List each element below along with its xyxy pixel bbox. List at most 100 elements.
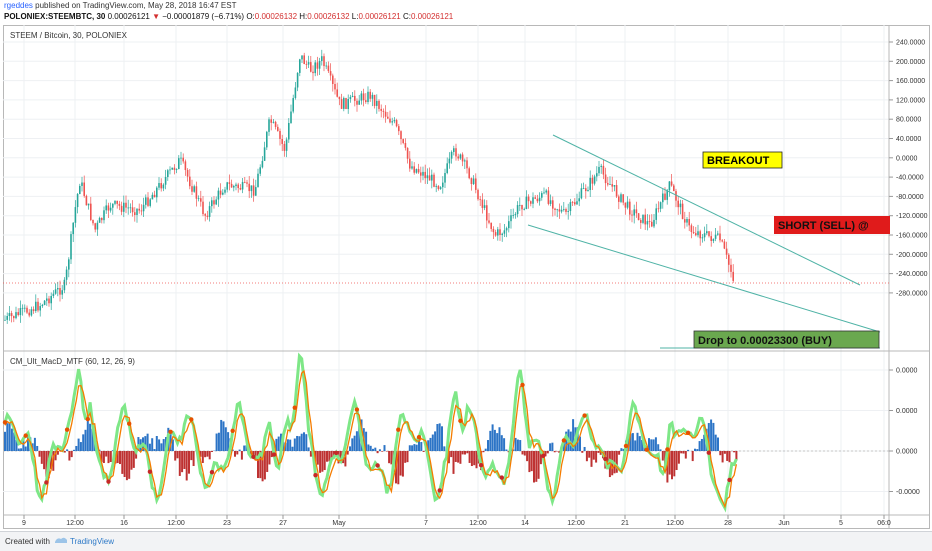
- candle-body: [92, 220, 94, 223]
- candle-body: [143, 205, 145, 211]
- histogram-bar: [434, 431, 436, 451]
- candle-body: [90, 204, 92, 220]
- histogram-bar: [492, 424, 494, 451]
- time-tick: 14: [521, 520, 529, 527]
- histogram-bar: [482, 451, 484, 452]
- candle-body: [312, 72, 314, 73]
- histogram-bar: [455, 451, 457, 462]
- candle-body: [622, 194, 624, 202]
- cross-dot: [438, 488, 442, 492]
- histogram-bar: [381, 451, 383, 452]
- cross-dot: [479, 463, 483, 467]
- candle-body: [440, 187, 442, 189]
- histogram-bar: [724, 451, 726, 454]
- candle-body: [105, 205, 107, 210]
- histogram-bar: [650, 439, 652, 451]
- histogram-bar: [464, 451, 466, 454]
- histogram-bar: [75, 446, 77, 451]
- candle-body: [290, 112, 292, 123]
- histogram-bar: [432, 435, 434, 451]
- candle-body: [493, 229, 495, 232]
- candle-body: [603, 166, 605, 175]
- candle-body: [559, 209, 561, 211]
- candle-body: [508, 221, 510, 228]
- candle-body: [523, 209, 525, 210]
- candle-body: [660, 202, 662, 209]
- candle-body: [180, 158, 182, 159]
- histogram-bar: [473, 451, 475, 465]
- candle-body: [376, 101, 378, 106]
- time-tick: 9: [22, 520, 26, 527]
- candle-body: [57, 288, 59, 289]
- candle-body: [442, 183, 444, 188]
- histogram-bar: [469, 451, 471, 463]
- histogram-bar: [657, 444, 659, 451]
- candle-body: [9, 313, 11, 316]
- histogram-bar: [204, 451, 206, 457]
- candle-body: [218, 191, 220, 200]
- candle-body: [354, 96, 356, 101]
- candle-body: [587, 190, 589, 191]
- tradingview-brand-link[interactable]: TradingView: [70, 537, 114, 546]
- candle-body: [22, 308, 24, 309]
- histogram-bar: [489, 431, 491, 451]
- candle-body: [528, 197, 530, 202]
- candle-body: [576, 201, 578, 204]
- histogram-bar: [160, 443, 162, 451]
- candle-body: [402, 139, 404, 143]
- candle-body: [534, 197, 536, 198]
- candle-body: [145, 197, 147, 204]
- candle-body: [596, 173, 598, 176]
- candle-body: [717, 234, 719, 235]
- candle-body: [358, 101, 360, 105]
- candle-body: [141, 211, 143, 212]
- histogram-bar: [494, 430, 496, 451]
- histogram-bar: [588, 451, 590, 458]
- candle-body: [134, 212, 136, 215]
- candle-body: [541, 193, 543, 198]
- candle-body: [625, 203, 627, 208]
- histogram-bar: [584, 447, 586, 451]
- candle-body: [66, 270, 68, 280]
- candle-body: [464, 160, 466, 161]
- candle-body: [666, 190, 668, 200]
- histogram-bar: [190, 451, 192, 460]
- histogram-bar: [193, 451, 195, 466]
- price-tick: -160.0000: [896, 233, 928, 240]
- candle-body: [609, 184, 611, 185]
- candle-body: [550, 200, 552, 204]
- candle-body: [446, 163, 448, 173]
- histogram-bar: [105, 451, 107, 457]
- candle-body: [281, 139, 283, 144]
- histogram-bar: [108, 451, 110, 463]
- histogram-bar: [103, 451, 105, 463]
- histogram-bar: [726, 451, 728, 461]
- time-tick: 12:00: [66, 520, 84, 527]
- histogram-bar: [554, 451, 556, 452]
- candle-body: [369, 92, 371, 99]
- candle-body: [352, 96, 354, 97]
- candle-body: [235, 185, 237, 186]
- cross-dot: [168, 430, 172, 434]
- candle-body: [275, 122, 277, 127]
- candle-body: [732, 272, 734, 281]
- candle-body: [79, 186, 81, 194]
- candle-body: [515, 214, 517, 215]
- histogram-bar: [188, 451, 190, 474]
- histogram-bar: [471, 451, 473, 466]
- histogram-bar: [499, 427, 501, 451]
- candle-body: [486, 205, 488, 220]
- candle-body: [26, 308, 28, 313]
- histogram-bar: [289, 440, 291, 451]
- candle-body: [673, 186, 675, 192]
- candle-body: [677, 201, 679, 208]
- candle-body: [361, 93, 363, 100]
- candle-body: [614, 185, 616, 187]
- candle-body: [94, 223, 96, 229]
- candle-body: [499, 229, 501, 235]
- candle-body: [171, 168, 173, 170]
- candle-body: [638, 213, 640, 220]
- candle-body: [479, 199, 481, 200]
- cross-dot: [251, 455, 255, 459]
